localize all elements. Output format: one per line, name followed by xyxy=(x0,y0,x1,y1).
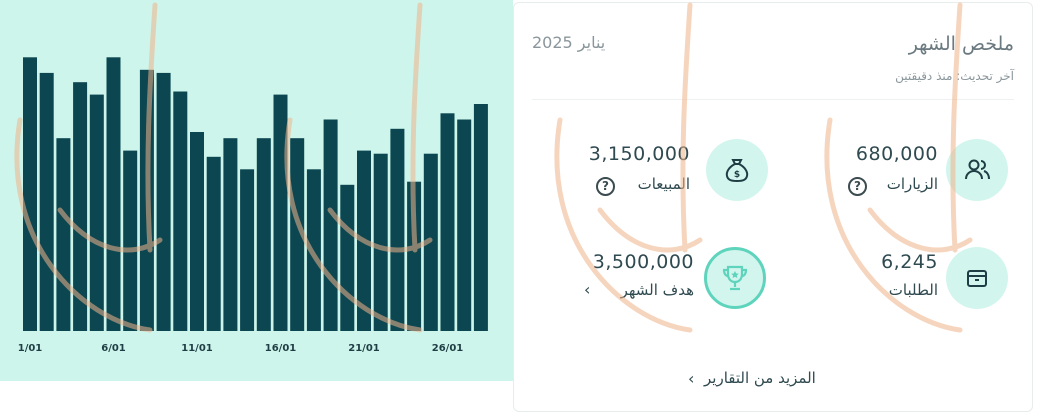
box-icon xyxy=(946,247,1008,309)
x-tick-label: 6/01 xyxy=(101,343,126,354)
bar-18/01[interactable] xyxy=(306,169,321,331)
trophy-icon xyxy=(704,247,766,309)
bar-7/01[interactable] xyxy=(123,150,138,331)
svg-text:$: $ xyxy=(734,170,740,180)
stat-visits-label: الزيارات xyxy=(886,175,938,193)
bar-26/01[interactable] xyxy=(440,113,455,331)
month-summary-card: ملخص الشهر آخر تحديث: منذ دقيقتين يناير … xyxy=(513,2,1033,412)
more-reports-link[interactable]: المزيد من التقارير xyxy=(704,369,816,387)
period-date: يناير 2025 xyxy=(532,33,606,52)
bar-2/01[interactable] xyxy=(39,72,54,332)
x-tick-label: 21/01 xyxy=(348,343,380,354)
bar-22/01[interactable] xyxy=(373,153,388,331)
card-title: ملخص الشهر xyxy=(908,33,1014,55)
bar-chart-svg: 1/01 6/01 11/01 16/01 21/01 26/01 xyxy=(18,57,488,354)
stat-goal-value: 3,500,000 xyxy=(592,251,694,273)
daily-bar-chart: 1/01 6/01 11/01 16/01 21/01 26/01 xyxy=(0,0,513,381)
stat-sales-label: المبيعات xyxy=(637,175,690,193)
bar-14/01[interactable] xyxy=(240,169,255,331)
bar-5/01[interactable] xyxy=(89,94,104,331)
bar-27/01[interactable] xyxy=(457,119,472,332)
bar-15/01[interactable] xyxy=(256,138,271,331)
more-reports-chevron-icon[interactable]: ‹ xyxy=(688,369,695,388)
bar-12/01[interactable] xyxy=(206,156,221,331)
x-tick-label: 11/01 xyxy=(181,343,213,354)
stat-orders-label: الطلبات xyxy=(888,281,938,299)
bar-1/01[interactable] xyxy=(23,57,37,332)
bar-3/01[interactable] xyxy=(56,138,71,331)
stat-sales: $ 3,150,000 المبيعات ? xyxy=(518,135,768,215)
bar-13/01[interactable] xyxy=(223,138,238,331)
last-updated-text: آخر تحديث: منذ دقيقتين xyxy=(895,69,1014,83)
stat-orders-value: 6,245 xyxy=(881,251,938,273)
sales-help-icon[interactable]: ? xyxy=(596,177,615,196)
card-divider xyxy=(532,99,1014,100)
x-tick-label: 1/01 xyxy=(18,343,43,354)
x-tick-label: 16/01 xyxy=(265,343,297,354)
bar-23/01[interactable] xyxy=(390,128,405,331)
goal-chevron-icon[interactable]: ‹ xyxy=(584,280,591,299)
bar-6/01[interactable] xyxy=(106,57,121,332)
money-bag-icon: $ xyxy=(706,139,768,201)
stat-sales-value: 3,150,000 xyxy=(588,143,690,165)
bar-10/01[interactable] xyxy=(173,91,188,332)
bar-20/01[interactable] xyxy=(340,184,355,331)
bar-17/01[interactable] xyxy=(290,138,305,331)
bar-25/01[interactable] xyxy=(423,153,438,331)
users-icon xyxy=(946,139,1008,201)
visits-help-icon[interactable]: ? xyxy=(848,177,867,196)
bar-28/01[interactable] xyxy=(473,104,488,331)
bar-21/01[interactable] xyxy=(357,150,371,331)
stat-visits: 680,000 الزيارات ? xyxy=(776,135,1026,215)
bar-11/01[interactable] xyxy=(190,132,204,331)
bar-16/01[interactable] xyxy=(273,94,288,331)
bar-4/01[interactable] xyxy=(73,82,88,331)
stat-visits-value: 680,000 xyxy=(855,143,938,165)
bar-24/01[interactable] xyxy=(407,181,422,331)
stat-goal-label: هدف الشهر xyxy=(620,281,694,299)
bar-8/01[interactable] xyxy=(139,69,154,332)
x-tick-label: 26/01 xyxy=(432,343,464,354)
bar-19/01[interactable] xyxy=(323,119,338,332)
stat-goal[interactable]: 3,500,000 هدف الشهر ‹ xyxy=(518,243,768,323)
bar-9/01[interactable] xyxy=(156,72,171,332)
stat-orders: 6,245 الطلبات xyxy=(776,243,1026,323)
